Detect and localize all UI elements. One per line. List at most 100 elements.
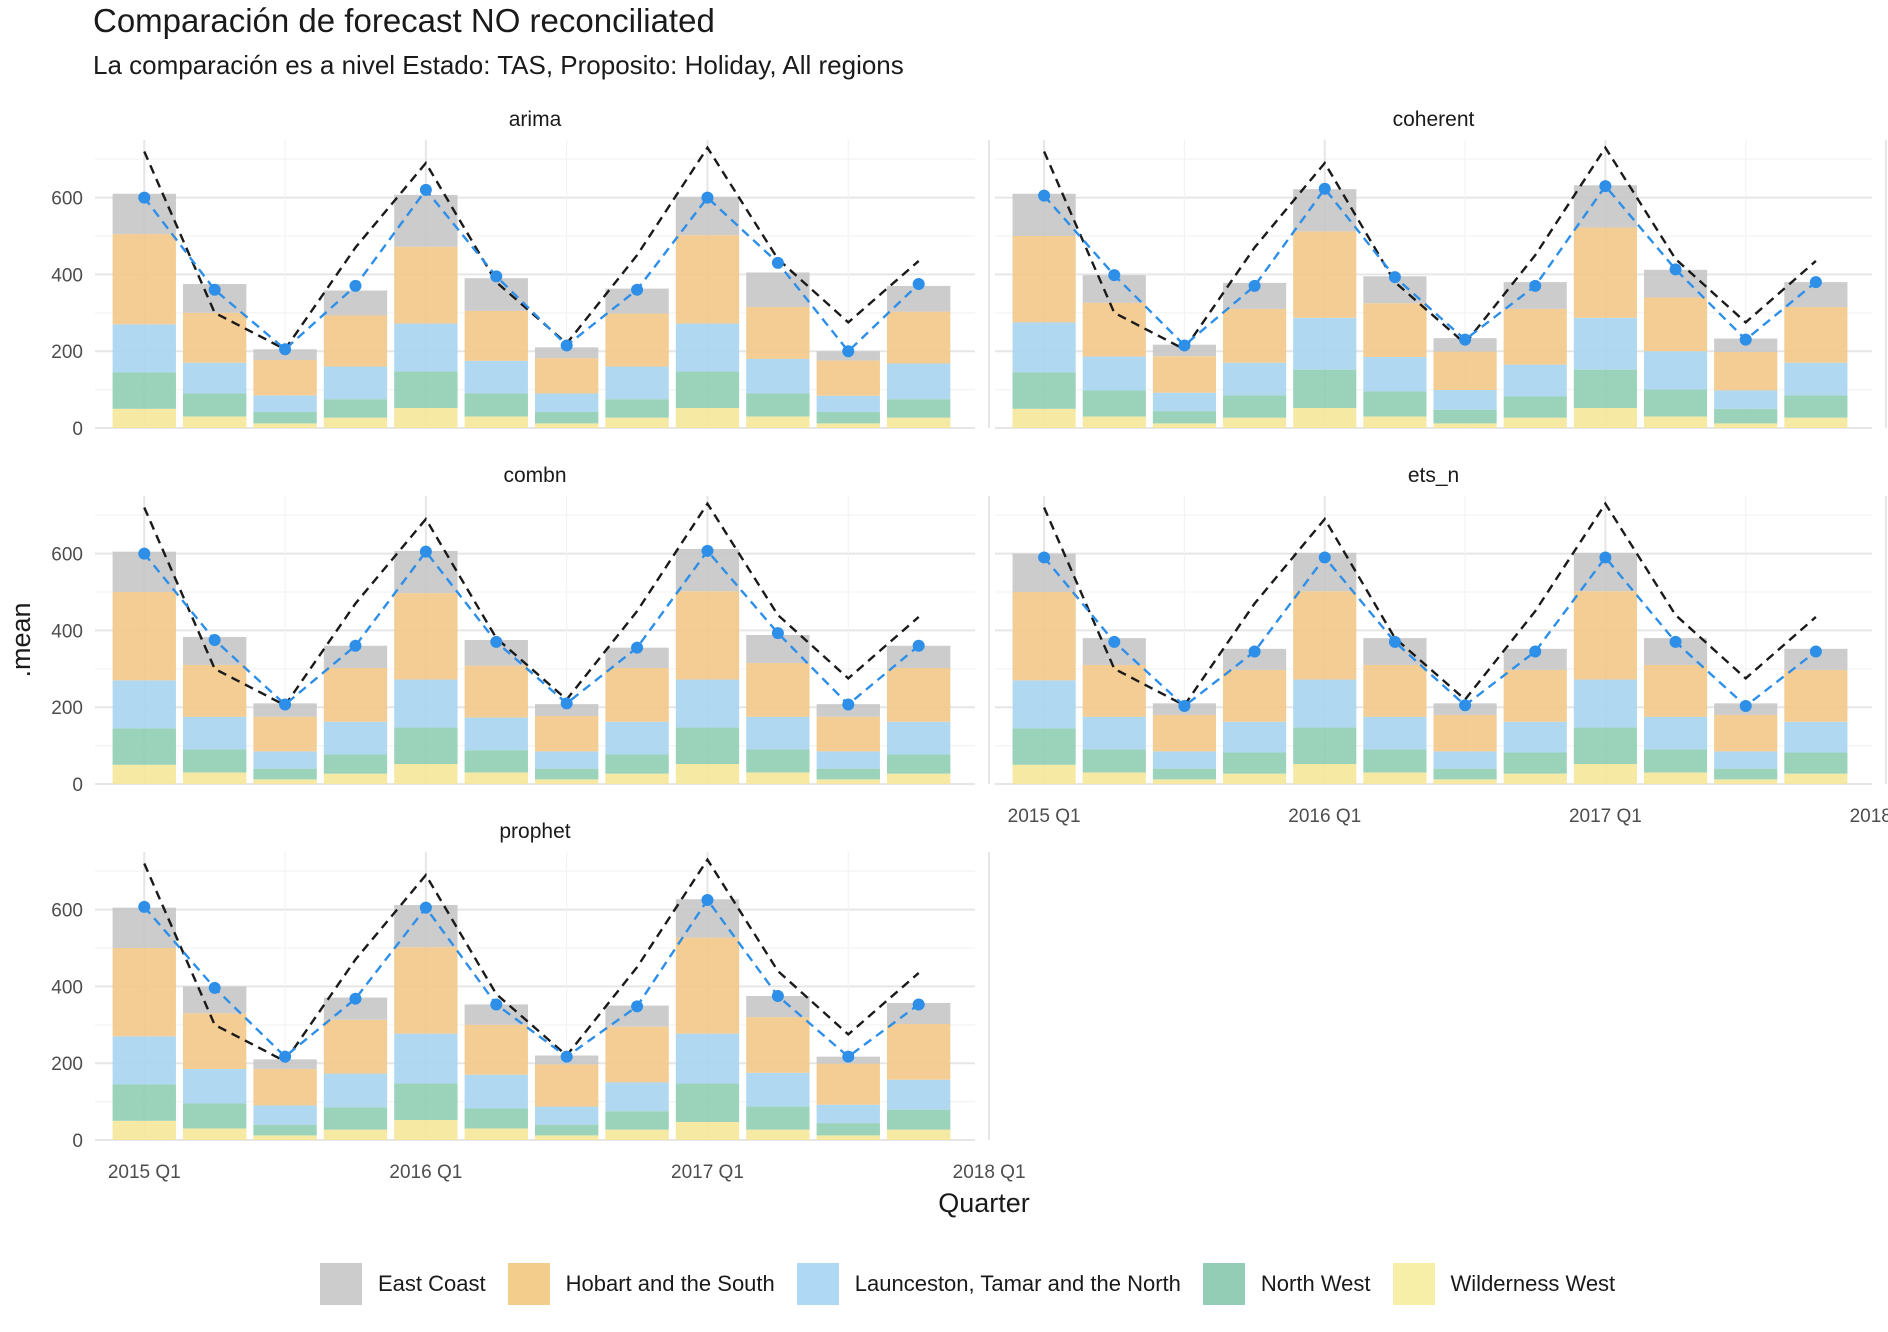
bar-segment [323, 773, 388, 784]
forecast-dashed-line [1043, 184, 1817, 348]
bar-segment [394, 1083, 458, 1121]
bar-segment [1433, 768, 1497, 780]
bar-segment [675, 323, 740, 372]
bar-segment [1223, 752, 1287, 774]
bar-segment [1433, 409, 1497, 424]
bar-segment [816, 1063, 880, 1105]
bar-segment [1784, 648, 1848, 670]
x-tick-label: 2018 Q1 [1850, 806, 1888, 827]
faceted-stacked-bar-chart: arima 0 200 400 600 coherent combn 0 200 400 600 et… [6, 108, 1888, 1218]
bar-segment [394, 408, 458, 428]
bar-segment [1503, 417, 1567, 428]
bar-segment [323, 1107, 388, 1130]
actual-dashed-line [1043, 501, 1817, 707]
bar-segment [675, 937, 740, 1034]
forecast-point [138, 547, 151, 560]
bar-segment [1223, 395, 1287, 418]
bar-segment [464, 750, 528, 773]
bar-segment [1082, 772, 1146, 784]
forecast-point [1038, 189, 1051, 202]
forecast-point [701, 544, 714, 557]
bar-segment [183, 716, 247, 750]
forecast-point [349, 639, 362, 652]
bar-segment [816, 751, 880, 769]
forecast-point [771, 627, 784, 640]
bar-segment [323, 1129, 388, 1140]
bar-segment [1082, 302, 1146, 357]
bar-segment [605, 754, 669, 774]
legend: East Coast Hobart and the South Launceston… [320, 1262, 1637, 1306]
bar-segment [1573, 764, 1637, 784]
bar-segment [535, 1106, 599, 1125]
forecast-point [419, 901, 432, 914]
forecast-point [138, 191, 151, 204]
bar-segment [1784, 307, 1848, 363]
forecast-point [1318, 182, 1331, 195]
panel-strip-label: coherent [1393, 108, 1475, 131]
bar-segment [464, 717, 528, 751]
bar-segment [605, 1129, 669, 1140]
bar-segment [746, 772, 810, 784]
bar-segment [323, 417, 388, 428]
bar-segment [253, 1059, 317, 1069]
bar-segment [1433, 779, 1497, 784]
bar-segment [605, 399, 669, 418]
bar-segment [1152, 714, 1217, 752]
bar-segment [816, 395, 880, 412]
bar-segment [746, 716, 810, 750]
bar-segment [394, 194, 458, 247]
bar-segment [1082, 716, 1146, 750]
bar-segment [535, 411, 599, 424]
bar-segment [112, 907, 176, 948]
bar-segment [1503, 669, 1567, 722]
bar-segment [253, 768, 317, 780]
forecast-point [1809, 645, 1822, 658]
actual-dashed-line [143, 857, 920, 1063]
forecast-point [1459, 699, 1472, 712]
bar-segment [464, 360, 528, 394]
bar-segment [112, 764, 176, 784]
forecast-point [279, 343, 292, 356]
bar-segment [1503, 773, 1567, 784]
bar-segment [887, 285, 951, 312]
bar-segment [1714, 423, 1778, 428]
bar-segment [816, 1104, 880, 1124]
bar-segment [1433, 714, 1497, 752]
bar-segment [464, 1024, 528, 1075]
legend-swatch [1202, 1263, 1245, 1305]
bar-segment [394, 764, 458, 784]
bar-segment [1643, 297, 1708, 352]
bar-segment [1643, 772, 1708, 784]
panel-strip-label: combn [503, 464, 566, 487]
bar-segment [253, 716, 317, 752]
bar-segment [1714, 390, 1778, 409]
forecast-point [1529, 645, 1542, 658]
bar-segment [1363, 664, 1427, 717]
bar-segment [1082, 664, 1146, 717]
bar-segment [1573, 227, 1637, 318]
bar-segment [1223, 417, 1287, 428]
bar-segment [1293, 408, 1357, 428]
bar-segment [183, 312, 247, 363]
chart-subtitle: La comparación es a nivel Estado: TAS, P… [93, 50, 904, 80]
bar-segment [1363, 749, 1427, 773]
bar-segment [1573, 727, 1637, 765]
y-tick-label: 0 [72, 1131, 83, 1152]
bar-segment [816, 423, 880, 428]
bar-segment [1293, 231, 1357, 318]
bar-segment [1714, 408, 1778, 424]
bar-segment [816, 779, 880, 784]
forecast-point [560, 1050, 573, 1063]
bar-segment [112, 372, 176, 409]
bar-segment [746, 393, 810, 417]
bar-segment [1714, 714, 1778, 752]
bar-segment [1363, 391, 1427, 417]
bar-segment [183, 416, 247, 428]
y-tick-label: 600 [51, 189, 83, 210]
bar-segment [887, 1129, 951, 1140]
forecast-point [701, 191, 714, 204]
bar-segment [746, 358, 810, 394]
legend-item: Launceston, Tamar and the North [796, 1263, 1181, 1305]
bar-segment [887, 311, 951, 364]
bar-segment [535, 716, 599, 752]
